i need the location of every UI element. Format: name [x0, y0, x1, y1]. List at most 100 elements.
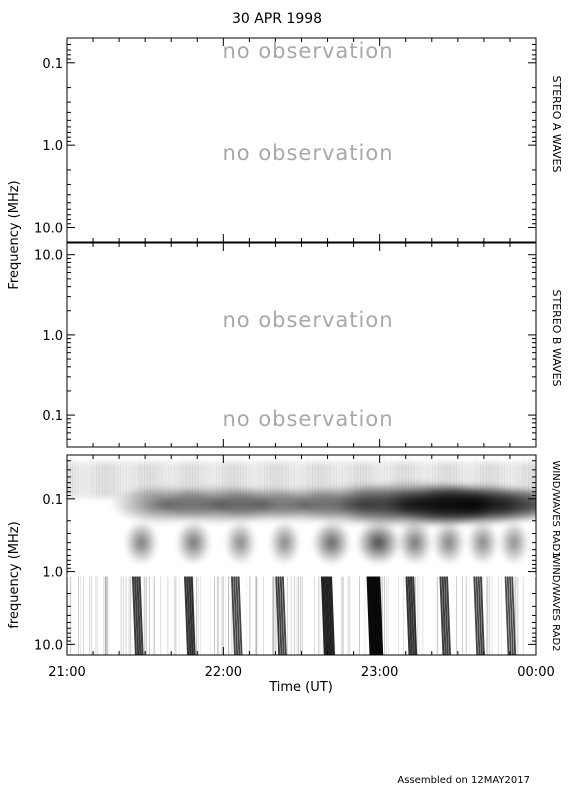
rad1-burst-tail [432, 520, 465, 565]
stereo-b-label: STEREO B WAVES [550, 290, 563, 387]
rad1-texture [529, 462, 534, 498]
rad1-texture [139, 462, 144, 498]
rad1-texture [379, 462, 384, 498]
rad1-burst-tail [124, 520, 158, 565]
x-tick-label: 22:00 [205, 665, 242, 680]
rad2-burst-line [190, 576, 196, 655]
rad1-texture [517, 462, 522, 498]
rad2-image [67, 576, 536, 655]
rad2-burst-line [231, 576, 236, 655]
rad1-texture [199, 462, 204, 498]
rad1-texture [337, 462, 342, 498]
axes: 0.1 1.0 10.0 10.0 1.0 0.1 0.1 1.0 10.0 21:00 22:00… [34, 37, 555, 680]
rad1-texture [391, 462, 396, 498]
stereo-a-panel [66, 37, 537, 243]
rad1-texture [475, 462, 480, 498]
stereo-a-no-obs-2: no observation [222, 141, 393, 165]
rad2-burst-line [323, 576, 329, 655]
rad1-texture [253, 462, 258, 498]
rad1-texture [451, 462, 456, 498]
rad2-burst-line [475, 576, 481, 655]
rad1-texture [247, 462, 252, 498]
y-tick-label: 0.1 [42, 493, 63, 508]
rad1-burst-tail [224, 520, 256, 565]
rad1-texture [313, 462, 318, 498]
rad2-burst-line [277, 576, 283, 655]
rad2-burst-line [366, 576, 373, 655]
rad2-burst-line [506, 576, 512, 655]
rad1-texture [289, 462, 294, 498]
rad1-texture [91, 462, 96, 498]
rad1-image [67, 455, 536, 576]
rad1-texture [115, 462, 120, 498]
x-tick-label: 23:00 [361, 665, 398, 680]
rad1-texture [295, 462, 300, 498]
rad1-texture [241, 462, 246, 498]
rad2-burst-line [439, 576, 445, 655]
rad1-texture [265, 462, 270, 498]
rad1-texture [439, 462, 444, 498]
rad1-texture [355, 462, 360, 498]
rad2-burst-line [188, 576, 194, 655]
rad1-texture [103, 462, 108, 498]
rad1-texture [133, 462, 138, 498]
rad1-texture [325, 462, 330, 498]
rad2-burst-line [504, 576, 510, 655]
rad2-burst-line [275, 576, 281, 655]
rad1-texture [193, 462, 198, 498]
rad1-burst-tail [397, 520, 433, 565]
y-tick-label: 10.0 [34, 249, 63, 264]
rad1-texture [175, 462, 180, 498]
rad1-texture [523, 462, 528, 498]
rad2-burst-line [509, 576, 514, 655]
rad2-bg [67, 576, 536, 655]
rad1-texture [505, 462, 510, 498]
rad1-texture [217, 462, 222, 498]
rad1-texture [67, 462, 72, 498]
rad1-texture [277, 462, 282, 498]
rad2-burst-line [138, 576, 144, 655]
rad1-burst-tail [312, 520, 351, 565]
rad1-texture [409, 462, 414, 498]
rad1-texture [271, 462, 276, 498]
rad2-burst-line [233, 576, 239, 655]
rad1-texture [427, 462, 432, 498]
rad2-burst-line [412, 576, 418, 655]
rad1-texture [361, 462, 366, 498]
rad1-texture [331, 462, 336, 498]
x-tick-label: 21:00 [48, 665, 85, 680]
rad1-burst-tail [499, 520, 529, 565]
y-tick-label: 0.1 [42, 57, 63, 72]
rad1-texture [367, 462, 372, 498]
x-axis-label: Time (UT) [268, 680, 333, 695]
rad2-burst-line [405, 576, 411, 655]
wind-rad1-label: WIND/WAVES RAD1 [550, 460, 561, 557]
rad1-texture [307, 462, 312, 498]
x-tick-label: 00:00 [517, 665, 554, 680]
rad1-texture [493, 462, 498, 498]
rad1-burst-tail [176, 520, 211, 565]
rad1-texture [223, 462, 228, 498]
rad2-burst-line [186, 576, 192, 655]
rad1-texture [487, 462, 492, 498]
rad2-burst-line [473, 576, 479, 655]
rad2-burst-line [441, 576, 447, 655]
stereo-a-no-obs-1: no observation [222, 39, 393, 63]
rad1-texture [157, 462, 162, 498]
rad2-burst-line [373, 576, 379, 655]
y-tick-label: 10.0 [34, 638, 63, 653]
rad1-texture [211, 462, 216, 498]
assembled-footer: Assembled on 12MAY2017 [397, 775, 530, 786]
rad1-texture [163, 462, 168, 498]
rad2-burst-line [511, 576, 517, 655]
rad1-texture [151, 462, 156, 498]
rad1-texture [403, 462, 408, 498]
rad2-burst-line [131, 576, 137, 655]
stereo-a-label: STEREO A WAVES [550, 76, 563, 173]
rad2-burst-line [446, 576, 451, 655]
rad1-texture [181, 462, 186, 498]
rad2-burst-line [136, 576, 142, 655]
rad1-texture [229, 462, 234, 498]
rad1-texture [283, 462, 288, 498]
